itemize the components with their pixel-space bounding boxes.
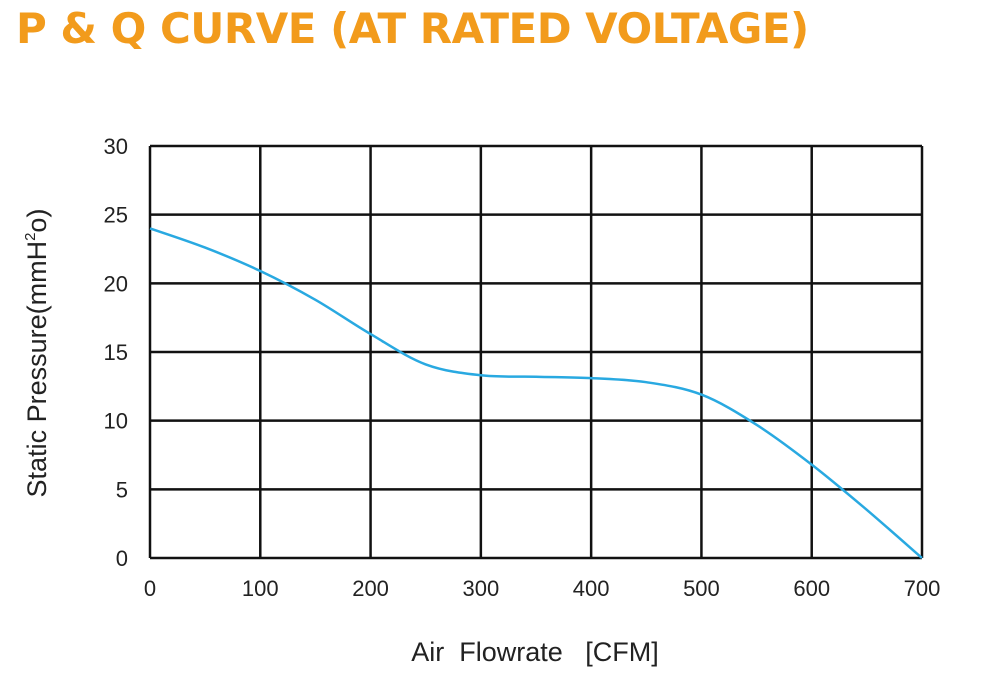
series-line-0 — [149, 227, 923, 559]
x-tick-label: 400 — [573, 576, 610, 601]
x-tick-label: 0 — [144, 576, 156, 601]
chart-title: P & Q CURVE (AT RATED VOLTAGE) — [16, 4, 809, 53]
y-tick-label: 20 — [104, 271, 128, 296]
grid-lines — [148, 144, 924, 560]
x-tick-label: 600 — [793, 576, 830, 601]
y-tick-label: 25 — [104, 203, 128, 228]
y-tick-label: 0 — [116, 546, 128, 571]
y-axis-label: Static Pressure(mmH2o) — [22, 209, 52, 498]
series-lines — [149, 227, 923, 559]
y-tick-label: 15 — [104, 340, 128, 365]
x-tick-label: 100 — [242, 576, 279, 601]
x-axis-label: Air Flowrate [CFM] — [411, 637, 659, 667]
y-tick-label: 5 — [116, 477, 128, 502]
y-tick-label: 30 — [104, 134, 128, 159]
x-tick-label: 700 — [904, 576, 941, 601]
y-tick-labels: 0 5 10 15 20 25 30 — [104, 134, 128, 571]
x-tick-label: 500 — [683, 576, 720, 601]
x-tick-label: 200 — [352, 576, 389, 601]
x-tick-label: 300 — [462, 576, 499, 601]
y-tick-label: 10 — [104, 409, 128, 434]
x-tick-labels: 0 100 200 300 400 500 600 700 — [144, 576, 940, 601]
